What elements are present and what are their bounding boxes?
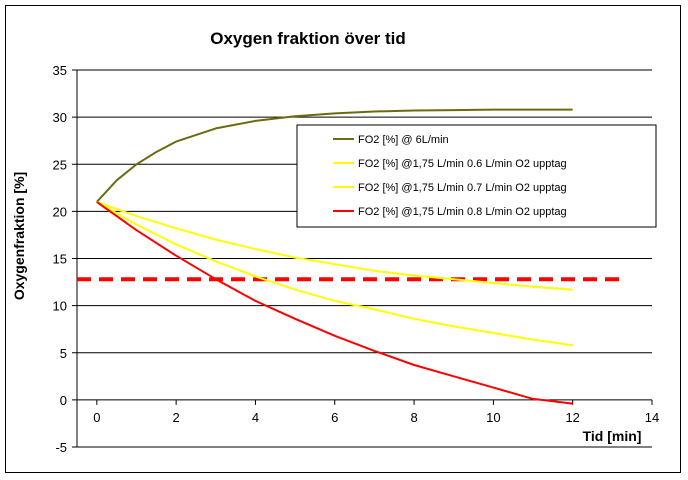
y-tick-label: 0	[60, 393, 67, 408]
y-tick-label: 15	[53, 252, 67, 267]
x-tick-label: 6	[331, 410, 338, 425]
legend-label: FO2 [%] @1,75 L/min 0.6 L/min O2 upptag	[358, 158, 567, 170]
y-tick-label: 20	[53, 204, 67, 219]
legend-label: FO2 [%] @1,75 L/min 0.8 L/min O2 upptag	[358, 206, 567, 218]
y-tick-label: -5	[55, 440, 67, 455]
x-tick-label: 12	[565, 410, 579, 425]
plot-area: -5 0 5 10 15 20 25 30 35 0 2 4 6 8 10 12 14	[53, 63, 660, 455]
x-tick-label: 0	[93, 410, 100, 425]
y-tick-label: 10	[53, 299, 67, 314]
series-line-4	[96, 201, 573, 405]
legend: FO2 [%] @ 6L/min FO2 [%] @1,75 L/min 0.6 …	[296, 124, 657, 228]
x-tick-label: 10	[486, 410, 500, 425]
series-line-2	[96, 200, 573, 291]
series-line-1	[96, 108, 573, 203]
x-tick-label: 8	[410, 410, 417, 425]
y-tick-label: 30	[53, 110, 67, 125]
y-axis-title: Oxygenfraktion [%]	[11, 172, 27, 300]
x-tick-label: 2	[173, 410, 180, 425]
legend-label: FO2 [%] @ 6L/min	[358, 134, 449, 146]
y-tick-label: 5	[60, 346, 67, 361]
legend-label: FO2 [%] @1,75 L/min 0.7 L/min O2 upptag	[358, 182, 567, 194]
x-tick-label: 14	[645, 410, 659, 425]
x-tick-label: 4	[252, 410, 259, 425]
chart-frame	[5, 5, 681, 473]
legend-box	[296, 124, 657, 228]
x-axis-title: Tid [min]	[583, 428, 642, 444]
y-tick-label: 35	[53, 63, 67, 78]
series-line-3	[96, 201, 573, 347]
y-tick-label: 25	[53, 157, 67, 172]
chart-title: Oxygen fraktion över tid	[210, 29, 406, 48]
